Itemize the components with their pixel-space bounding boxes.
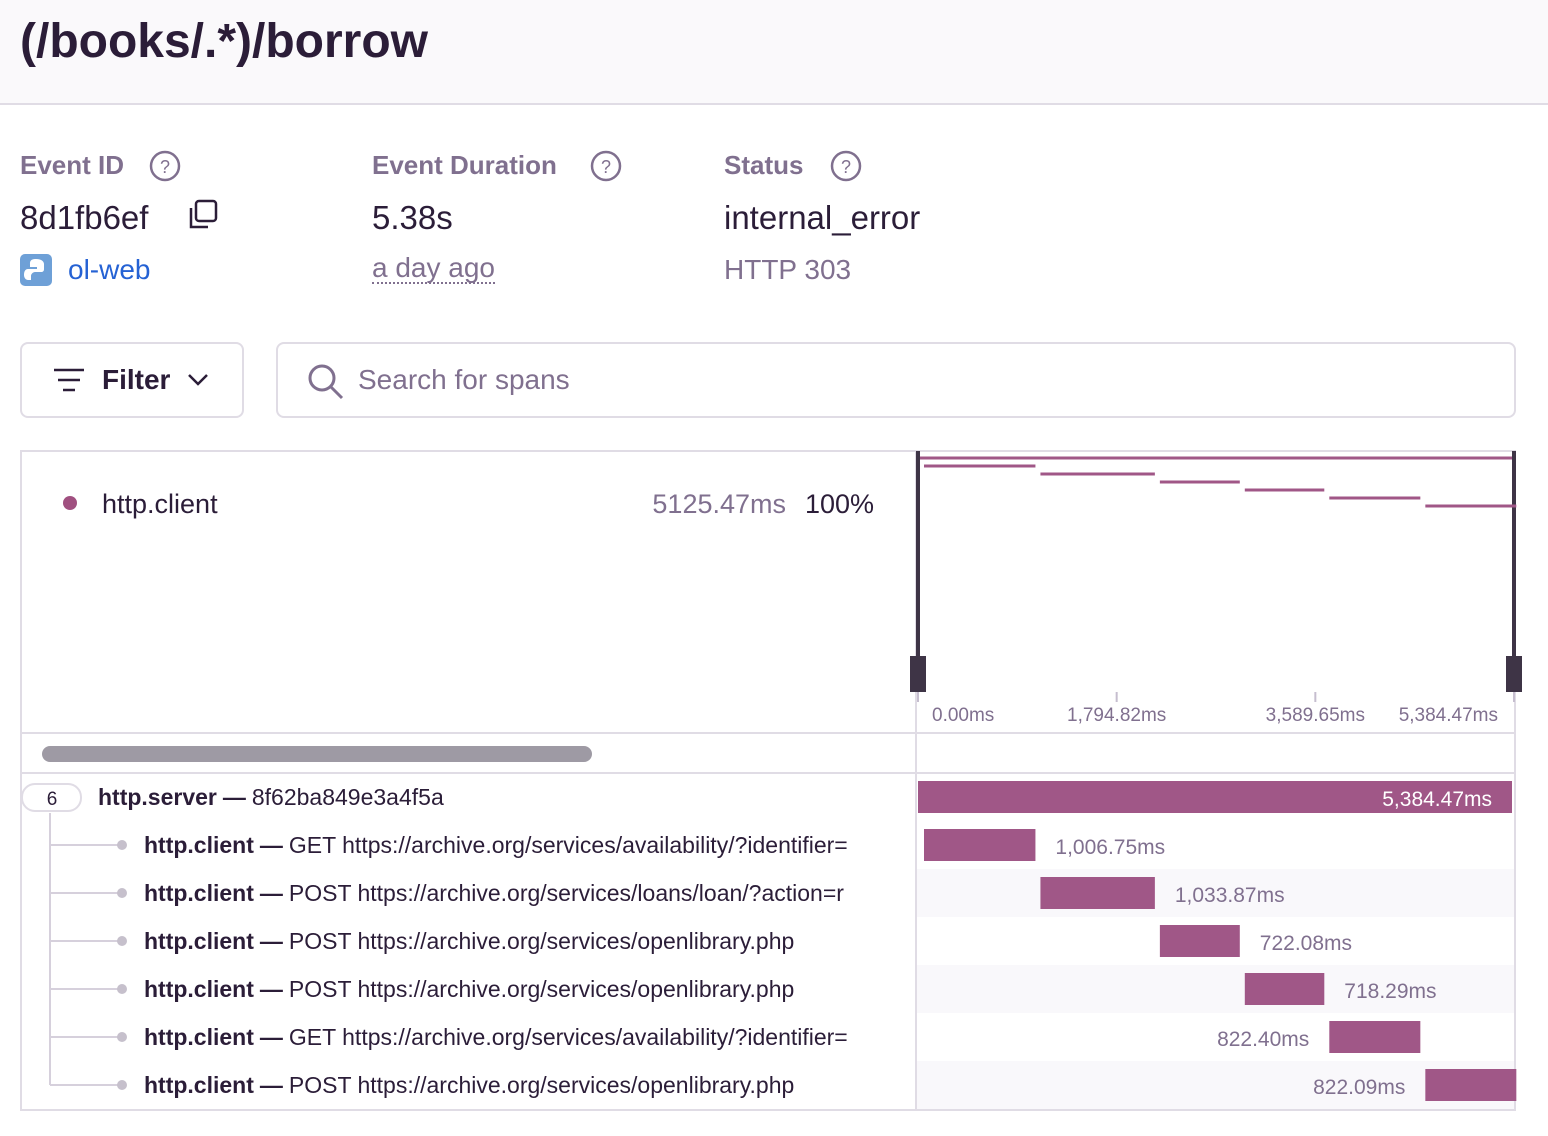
svg-text:?: ? [601, 157, 611, 177]
span-duration: 1,006.75ms [1055, 836, 1165, 859]
span-description: POST https://archive.org/services/openli… [289, 976, 794, 1002]
separator: — [260, 880, 283, 906]
span-title: http.client — POST https://archive.org/ser… [144, 1072, 794, 1098]
window-handle[interactable] [910, 656, 926, 692]
filter-label[interactable]: Filter [102, 364, 171, 395]
tree-dot [117, 840, 127, 850]
span-op: http.client [144, 880, 254, 906]
tick-label: 3,589.65ms [1266, 705, 1365, 726]
legend-op: http.client [102, 489, 218, 519]
filter-icon [54, 368, 84, 392]
span-bar [1425, 1069, 1517, 1101]
span-bar [1040, 877, 1155, 909]
span-duration: 822.09ms [1313, 1076, 1405, 1099]
label: Event ID [20, 150, 125, 180]
search-input[interactable] [276, 342, 1516, 418]
tree-dot [117, 888, 127, 898]
filter-button[interactable] [20, 342, 244, 418]
span-title: http.client — POST https://archive.org/ser… [144, 880, 844, 906]
http-status: HTTP 303 [724, 254, 852, 285]
span-op: http.server [98, 784, 217, 810]
separator: — [260, 1024, 283, 1050]
tree-dot [117, 1080, 127, 1090]
span-description: POST https://archive.org/services/loans/… [289, 880, 844, 906]
span-title: http.client — GET https://archive.org/serv… [144, 832, 848, 858]
span-op: http.client [144, 928, 254, 954]
span-duration: 722.08ms [1260, 932, 1352, 955]
span-duration: 718.29ms [1344, 980, 1436, 1003]
tick-label: 0.00ms [932, 705, 994, 726]
search-icon [308, 364, 344, 400]
svg-text:?: ? [160, 157, 170, 177]
page-title: (/books/.*)/borrow [20, 15, 428, 68]
span-op: http.client [144, 832, 254, 858]
span-duration: 5,384.47ms [1382, 788, 1492, 811]
help-icon[interactable]: ? [148, 149, 182, 183]
span-title: http.server —8f62ba849e3a4f5a [98, 784, 444, 810]
tree-dot [117, 984, 127, 994]
project-link[interactable]: ol-web [68, 254, 151, 285]
span-description: GET https://archive.org/services/availab… [289, 832, 848, 858]
help-icon[interactable]: ? [829, 149, 863, 183]
event-duration: 5.38s [372, 199, 453, 236]
event-id: 8d1fb6ef [20, 199, 149, 236]
span-title: http.client — GET https://archive.org/serv… [144, 1024, 848, 1050]
tree-dot [117, 1032, 127, 1042]
copy-icon[interactable] [186, 198, 220, 232]
separator: — [260, 1072, 283, 1098]
help-icon[interactable]: ? [589, 149, 623, 183]
separator: — [223, 784, 246, 810]
span-duration: 822.40ms [1217, 1028, 1309, 1051]
child-count-text: 6 [47, 789, 58, 810]
span-title: http.client — POST https://archive.org/ser… [144, 976, 794, 1002]
row-stripe [917, 1061, 1514, 1109]
span-bar [1244, 973, 1325, 1005]
span-duration: 1,033.87ms [1175, 884, 1285, 907]
span-op: http.client [144, 1072, 254, 1098]
status: internal_error [724, 199, 921, 236]
span-op: http.client [144, 976, 254, 1002]
tick-label: 5,384.47ms [1399, 705, 1498, 726]
svg-text:?: ? [841, 157, 851, 177]
span-bar [918, 781, 1512, 813]
project-icon [20, 254, 52, 286]
legend-duration: 5125.47ms [652, 489, 786, 519]
span-bar [1329, 1021, 1421, 1053]
child-count [21, 783, 82, 812]
tick-label: 1,794.82ms [1067, 705, 1166, 726]
trace-view: http.client 5125.47ms 100% 0.00ms 1,794.82ms… [20, 450, 1522, 1111]
span-title: http.client — POST https://archive.org/ser… [144, 928, 794, 954]
separator: — [260, 832, 283, 858]
scrollbar[interactable] [42, 746, 592, 762]
row-stripe [917, 965, 1514, 1013]
separator: — [260, 976, 283, 1002]
window-handle[interactable] [1506, 656, 1522, 692]
separator: — [260, 928, 283, 954]
row-stripe [917, 869, 1514, 917]
legend-percent: 100% [805, 489, 874, 519]
label: Event Duration [372, 150, 557, 180]
header [0, 0, 1548, 105]
tree-dot [117, 936, 127, 946]
span-description: POST https://archive.org/services/openli… [289, 928, 794, 954]
span-id: 8f62ba849e3a4f5a [252, 784, 444, 810]
chevron [188, 374, 208, 386]
span-bar [1159, 925, 1240, 957]
timestamp: a day ago [372, 252, 495, 284]
span-op: http.client [144, 1024, 254, 1050]
search-placeholder: Search for spans [358, 364, 570, 395]
span-description: POST https://archive.org/services/openli… [289, 1072, 794, 1098]
span-description: GET https://archive.org/services/availab… [289, 1024, 848, 1050]
label: Status [724, 150, 804, 180]
span-bar [924, 829, 1036, 861]
